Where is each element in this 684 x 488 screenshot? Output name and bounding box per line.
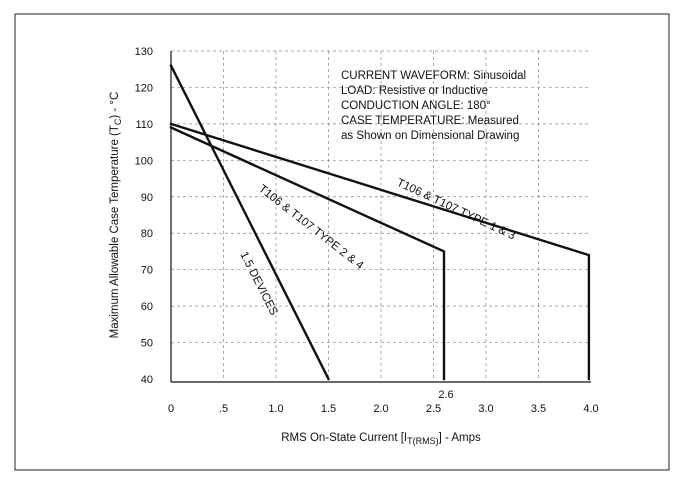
note-line-load: LOAD: Resistive or Inductive [341, 85, 488, 97]
y-axis-label: Maximum Allowable Case Temperature (TC) … [109, 92, 123, 339]
axes [170, 51, 591, 383]
y-tick-label: 40 [141, 374, 153, 386]
series-lines [169, 63, 591, 381]
x-tick-label: 0 [168, 403, 174, 415]
label-1-5-devices: 1.5 DEVICES [237, 250, 279, 318]
label-type-1-3: T106 & T107 TYPE 1 & 3 [395, 177, 517, 243]
x-tick-label: 3.5 [531, 403, 546, 415]
tick-labels: 40 50 60 70 80 90 100 110 120 130 0 .5 1.0 1.5 2.0 2.5 3… [135, 46, 599, 415]
note-line-case-temp: CASE TEMPERATURE: Measured [341, 115, 519, 127]
x-tick-label: 3.0 [478, 403, 493, 415]
y-tick-label: 70 [141, 265, 153, 277]
note-line-waveform: CURRENT WAVEFORM: Sinusoidal [341, 70, 526, 82]
series-1-5-devices [169, 63, 331, 381]
x-tick-label: 2.0 [373, 403, 388, 415]
y-tick-label: 130 [135, 46, 153, 58]
series-type-2-4 [169, 125, 446, 381]
y-tick-label: 50 [141, 338, 153, 350]
x-tick-label: 2.5 [426, 403, 441, 415]
y-tick-label: 90 [141, 192, 153, 204]
note-line-conduction: CONDUCTION ANGLE: 180° [341, 100, 491, 112]
y-tick-label: 110 [135, 119, 153, 131]
x-tick-label: .5 [219, 403, 228, 415]
y-tick-label: 100 [135, 155, 153, 167]
conditions-note: CURRENT WAVEFORM: Sinusoidal LOAD: Resis… [341, 70, 526, 142]
x-axis-label: RMS On-State Current [IT(RMS)] - Amps [281, 432, 481, 446]
y-tick-label: 120 [135, 82, 153, 94]
y-tick-label: 60 [141, 301, 153, 313]
x-tick-label: 4.0 [583, 403, 598, 415]
y-tick-label: 80 [141, 228, 153, 240]
x-tick-label: 1.0 [268, 403, 283, 415]
note-line-drawing: as Shown on Dimensional Drawing [341, 130, 519, 142]
series-type-1-3 [169, 122, 591, 381]
figure-border [14, 13, 670, 471]
grid-lines [171, 50, 591, 379]
label-type-2-4: T106 & T107 TYPE 2 & 4 [256, 183, 366, 272]
marker-2-6-label: 2.6 [438, 389, 453, 401]
x-tick-label: 1.5 [321, 403, 336, 415]
